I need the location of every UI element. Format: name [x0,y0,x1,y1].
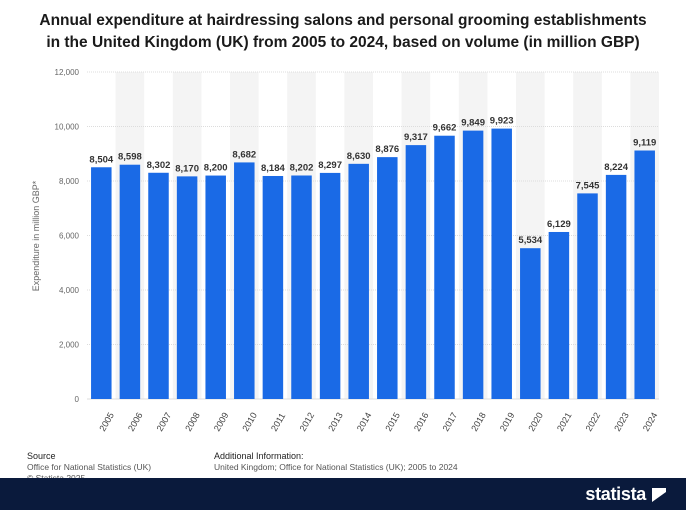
bar[interactable] [262,175,284,399]
source-text[interactable]: Office for National Statistics (UK) [27,462,152,472]
x-tick-label: 2013 [326,411,345,433]
x-tick-label: 2012 [298,411,317,433]
bar[interactable] [548,231,570,399]
x-tick-label: 2011 [269,411,287,433]
x-tick-label: 2006 [126,411,145,433]
data-label: 8,302 [147,160,171,171]
x-tick-label: 2015 [383,411,402,433]
data-label: 9,849 [461,118,485,129]
data-label: 9,662 [433,123,457,134]
x-tick-label: 2009 [212,411,231,433]
x-tick-label: 2010 [240,411,259,433]
bar[interactable] [405,145,427,399]
data-label: 8,297 [318,160,342,171]
bar[interactable] [462,130,484,399]
y-axis-label: Expenditure in million GBP* [31,180,41,291]
x-tick-label: 2016 [412,411,431,433]
additional-info-block: Additional Information: United Kingdom; … [214,451,458,473]
x-tick-label: 2017 [441,411,460,433]
x-tick-label: 2019 [498,411,517,433]
bar[interactable] [205,175,226,399]
bar[interactable] [119,164,141,399]
data-label: 7,545 [576,180,600,191]
y-tick-label: 12,000 [55,68,80,77]
data-label: 5,534 [518,235,542,246]
additional-info-text: United Kingdom; Office for National Stat… [214,462,458,472]
bar[interactable] [634,150,655,399]
y-tick-label: 8,000 [59,177,80,186]
x-tick-label: 2005 [97,411,116,433]
bar[interactable] [91,167,112,399]
bar[interactable] [377,157,398,399]
bar[interactable] [577,193,598,399]
x-tick-label: 2021 [555,411,574,433]
bar[interactable] [291,175,312,399]
x-tick-label: 2018 [469,411,488,433]
data-label: 8,170 [175,163,199,174]
bar[interactable] [348,163,369,399]
additional-info-heading: Additional Information: [214,451,304,461]
y-tick-label: 0 [75,395,80,404]
y-tick-label: 10,000 [55,123,80,132]
bar[interactable] [319,172,341,399]
x-tick-label: 2020 [526,411,545,433]
data-label: 8,630 [347,151,371,162]
bar[interactable] [491,128,512,399]
data-label: 8,224 [604,162,628,173]
data-label: 8,598 [118,152,142,163]
data-label: 8,184 [261,163,285,174]
bar[interactable] [148,172,169,399]
bar[interactable] [234,162,255,399]
x-tick-label: 2007 [155,411,174,433]
bar[interactable] [520,248,541,399]
chart-title: Annual expenditure at hairdressing salon… [20,10,666,54]
y-tick-label: 4,000 [59,286,80,295]
bar-chart: 0 2,000 4,000 6,000 8,000 10,000 12,000 Expendi… [31,68,660,433]
data-label: 9,317 [404,132,428,143]
data-label: 8,876 [375,144,399,155]
brand-bar: statista [0,478,686,510]
data-label: 8,682 [232,149,256,160]
bar[interactable] [434,135,455,399]
x-tick-label: 2008 [183,411,202,433]
x-tick-label: 2022 [584,411,603,433]
data-label: 8,504 [89,154,113,165]
bar[interactable] [605,174,627,399]
statista-wordmark: statista [585,484,646,504]
data-label: 8,202 [290,162,314,173]
chart-title-line-1: Annual expenditure at hairdressing salon… [39,12,647,29]
x-tick-label: 2024 [641,411,660,433]
statista-logo[interactable]: statista [585,484,666,505]
data-label: 9,119 [633,138,656,149]
data-label: 9,923 [490,116,514,127]
x-tick-label: 2023 [612,411,631,433]
x-tick-label: 2014 [355,411,374,433]
y-tick-label: 6,000 [59,232,80,241]
y-tick-label: 2,000 [59,341,80,350]
source-heading: Source [27,451,56,461]
data-label: 8,200 [204,163,228,174]
bar[interactable] [176,176,198,399]
chart-title-line-2: in the United Kingdom (UK) from 2005 to … [46,34,640,51]
statista-logo-icon [652,487,666,502]
data-label: 6,129 [547,219,571,230]
